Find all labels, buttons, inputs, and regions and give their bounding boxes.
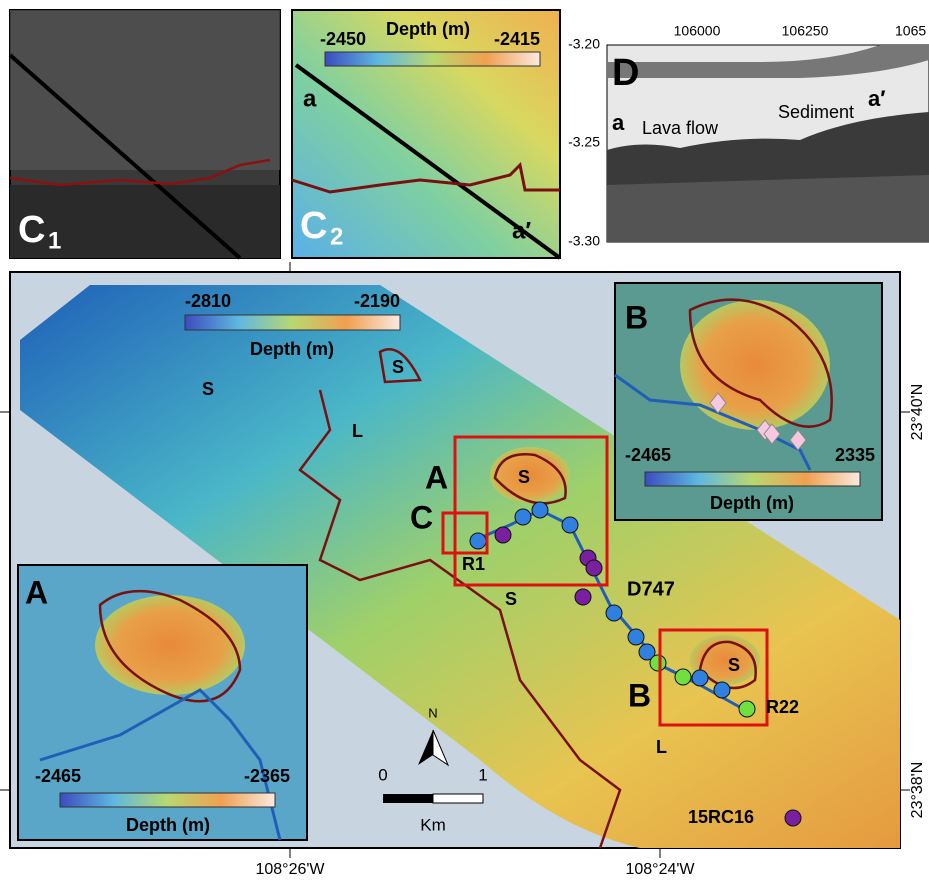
- colorbar-max: -2415: [494, 29, 540, 49]
- panel-d: -3.20 -3.25 -3.30 106000 106250 1065 D a…: [568, 23, 929, 249]
- colorbar-min: -2810: [185, 291, 231, 311]
- annotation: Sediment: [778, 102, 854, 122]
- longitude-label: 108°26'W: [255, 861, 325, 878]
- colorbar-max: -2365: [244, 766, 290, 786]
- scale-unit: Km: [420, 815, 446, 834]
- colorbar-title: Depth (m): [710, 493, 794, 513]
- map-label: S: [518, 467, 530, 487]
- y-tick-label: -3.30: [568, 233, 600, 249]
- profile-start: a: [612, 110, 625, 135]
- profile-end: a′: [868, 86, 886, 111]
- colorbar-title: Depth (m): [250, 339, 334, 359]
- profile-end: a′: [512, 217, 531, 244]
- map-label: R22: [766, 697, 799, 717]
- map-label: 15RC16: [688, 807, 754, 827]
- inset-label: B: [625, 299, 648, 335]
- profile-start: a: [303, 85, 317, 112]
- colorbar-min: -2465: [625, 445, 671, 465]
- x-tick-label: 106000: [674, 23, 721, 39]
- panel-label: C: [300, 205, 327, 247]
- y-tick-label: -3.20: [568, 36, 600, 52]
- map-label: L: [352, 421, 363, 441]
- inset-b: B -2465 2335 Depth (m): [614, 282, 883, 521]
- longitude-label: 108°24'W: [625, 861, 695, 878]
- inset-label: A: [25, 574, 48, 610]
- annotation: Lava flow: [642, 118, 719, 138]
- map-label: C: [410, 499, 433, 535]
- map-label: R1: [462, 554, 485, 574]
- colorbar-title: Depth (m): [126, 815, 210, 835]
- map-label: A: [425, 459, 448, 495]
- map-label: D747: [627, 578, 675, 600]
- colorbar-min: -2465: [35, 766, 81, 786]
- map-label: B: [628, 677, 651, 713]
- map-label: S: [392, 357, 404, 377]
- latitude-label: 23°38'N: [909, 762, 926, 819]
- panel-label: C: [18, 209, 45, 251]
- map-label: S: [202, 379, 214, 399]
- colorbar-max: 2335: [835, 445, 875, 465]
- panel-c2: -2450 Depth (m) -2415 a a′ C 2: [291, 9, 562, 260]
- inset-a: A -2465 -2365 Depth (m): [17, 564, 308, 841]
- scale-label: 0: [378, 765, 387, 784]
- coordinates: 108°26'W 108°24'W 23°40'N 23°38'N: [0, 262, 926, 878]
- map-label: L: [656, 737, 667, 757]
- panel-subscript: 1: [48, 227, 61, 254]
- map-label: S: [505, 589, 517, 609]
- y-tick-label: -3.25: [568, 134, 600, 150]
- panel-label: D: [612, 52, 639, 94]
- x-tick-label: 106250: [782, 23, 829, 39]
- colorbar-min: -2450: [320, 29, 366, 49]
- colorbar-title: Depth (m): [386, 19, 470, 39]
- map-label: S: [728, 655, 740, 675]
- colorbar-max: -2190: [354, 291, 400, 311]
- north-label: N: [428, 705, 437, 720]
- panel-c1: C 1: [8, 9, 281, 260]
- panel-subscript: 2: [330, 223, 343, 250]
- scale-label: 1: [478, 765, 487, 784]
- x-tick-label: 1065: [895, 23, 926, 39]
- latitude-label: 23°40'N: [909, 384, 926, 441]
